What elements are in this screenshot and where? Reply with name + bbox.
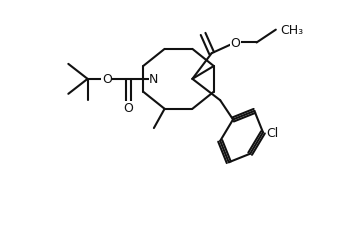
Text: O: O <box>102 73 112 86</box>
Text: N: N <box>149 73 159 86</box>
Text: O: O <box>230 37 240 50</box>
Text: CH₃: CH₃ <box>280 24 303 37</box>
Text: O: O <box>123 102 133 115</box>
Text: Cl: Cl <box>266 126 278 139</box>
